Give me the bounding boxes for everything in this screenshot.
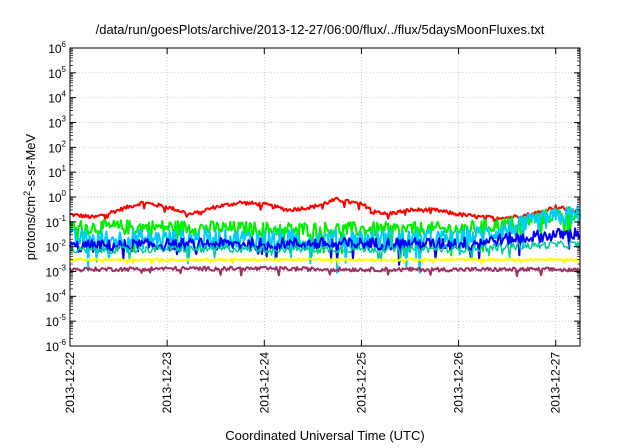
y-tick-label: 10-4 [46, 288, 67, 304]
chart-title: /data/run/goesPlots/archive/2013-12-27/0… [95, 22, 545, 37]
y-tick-label: 10-1 [46, 214, 67, 230]
y-tick-label: 106 [48, 40, 66, 56]
series-line-4 [69, 240, 581, 263]
series-line-5 [69, 257, 581, 265]
x-tick-label: 2013-12-25 [354, 352, 368, 414]
series-lines [69, 196, 581, 278]
y-tick-label: 101 [48, 164, 66, 180]
y-tick-label: 102 [48, 139, 66, 155]
y-tick-label: 100 [48, 189, 66, 205]
y-axis-label-sup: 2 [21, 190, 32, 196]
x-tick-label: 2013-12-27 [549, 352, 563, 414]
x-axis-label: Coordinated Universal Time (UTC) [225, 428, 425, 443]
x-tick-label: 2013-12-26 [452, 352, 466, 414]
axis-ticks [69, 47, 580, 347]
y-tick-label: 10-2 [46, 239, 67, 255]
y-tick-label: 10-5 [46, 313, 67, 329]
y-axis-label: protons/cm2-s-sr-MeV [22, 134, 38, 260]
series-line-2 [69, 205, 581, 274]
x-tick-label: 2013-12-24 [257, 352, 271, 414]
x-tick-labels: 2013-12-22 2013-12-23 2013-12-24 2013-12-25… [63, 352, 563, 414]
y-tick-label: 10-3 [46, 264, 67, 280]
y-axis-label-suffix: -s-sr-MeV [23, 133, 39, 191]
x-tick-label: 2013-12-23 [160, 352, 174, 414]
series-line-6 [69, 265, 581, 278]
series-line-1 [69, 205, 581, 257]
y-tick-label: 105 [48, 65, 66, 81]
series-line-0 [69, 196, 581, 225]
series-line-3 [69, 227, 581, 266]
y-axis-label-prefix: protons/cm [23, 195, 39, 261]
x-tick-label: 2013-12-22 [63, 352, 77, 414]
grid-lines [70, 48, 580, 346]
y-tick-label: 103 [48, 115, 66, 131]
y-tick-label: 104 [48, 90, 66, 106]
y-tick-label: 10-6 [46, 338, 67, 354]
y-tick-labels: 10-6 10-5 10-4 10-3 10-2 10-1 100 101 102 103 104 1… [46, 40, 67, 354]
